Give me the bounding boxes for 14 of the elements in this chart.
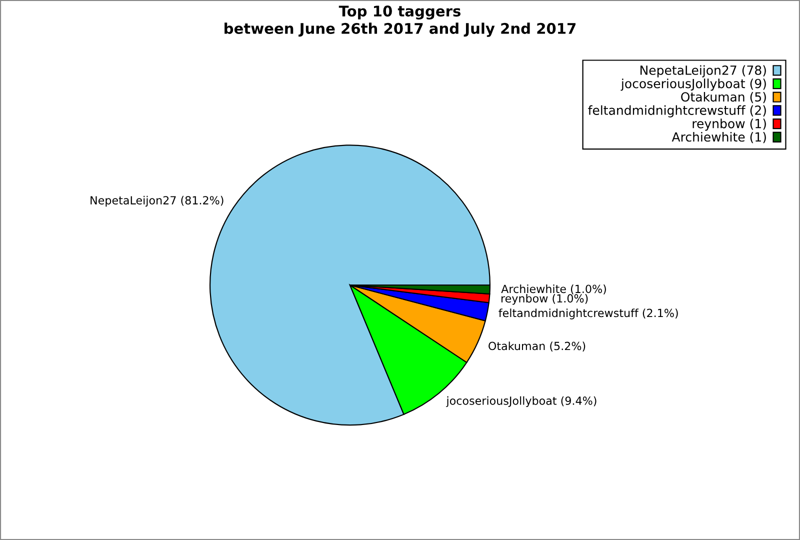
- legend-label: jocoseriousJollyboat (9): [620, 78, 766, 91]
- chart-subtitle: between June 26th 2017 and July 2nd 2017: [224, 22, 576, 37]
- legend-label: Otakuman (5): [681, 92, 766, 104]
- data-label: feltandmidnightcrewstuff (2.1%): [498, 308, 678, 320]
- chart-title: Top 10 taggers: [338, 6, 460, 20]
- data-label: NepetaLeijon27 (81.2%): [90, 196, 224, 207]
- data-label: reynbow (1.0%): [502, 294, 588, 305]
- legend-label: NepetaLeijon27 (78): [640, 65, 766, 78]
- legend-label: Archiewhite (1): [672, 132, 766, 144]
- legend-label: reynbow (1): [692, 118, 766, 131]
- legend-label: feltandmidnightcrewstuff (2): [588, 105, 766, 118]
- data-label: Otakuman (5.2%): [488, 342, 586, 352]
- data-label: jocoseriousJollyboat (9.4%): [446, 396, 596, 408]
- data-label: Archiewhite (1.0%): [501, 284, 606, 294]
